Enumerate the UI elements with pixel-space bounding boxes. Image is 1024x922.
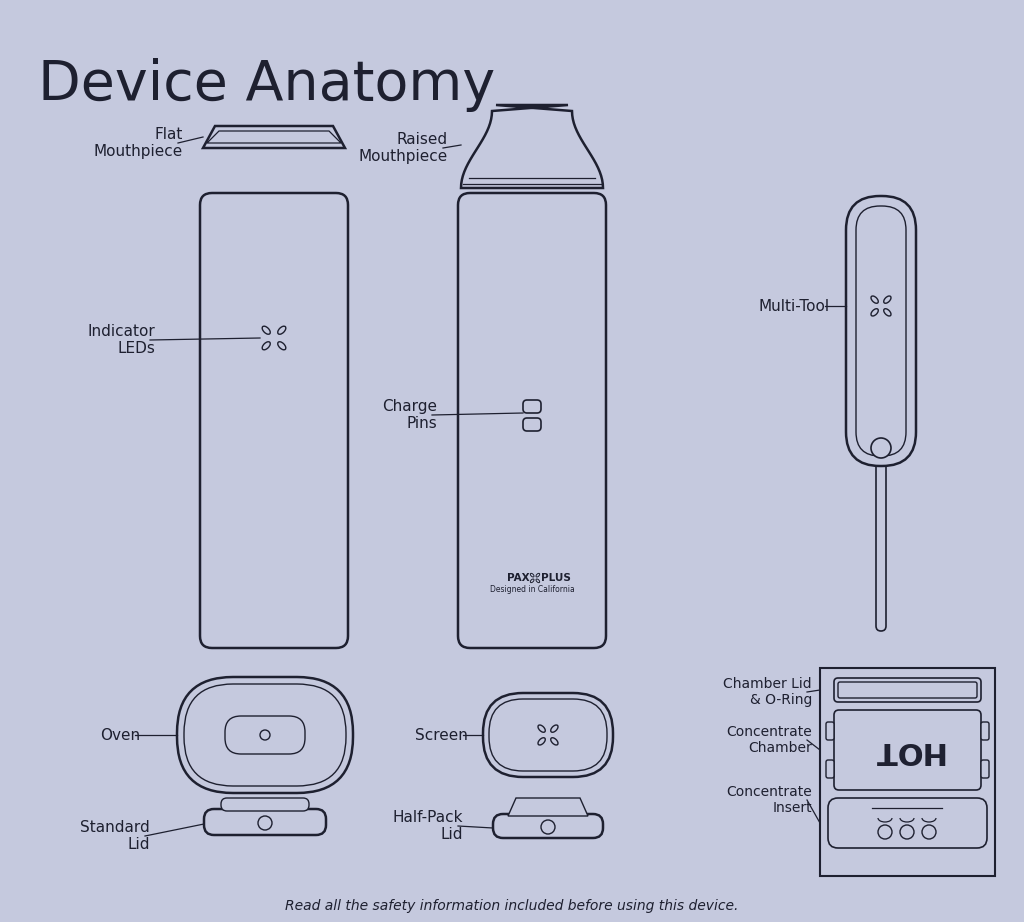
Text: Flat
Mouthpiece: Flat Mouthpiece	[94, 127, 183, 160]
Text: Concentrate
Chamber: Concentrate Chamber	[726, 725, 812, 755]
Text: Standard
Lid: Standard Lid	[80, 820, 150, 852]
Text: Concentrate
Insert: Concentrate Insert	[726, 785, 812, 815]
Ellipse shape	[278, 342, 286, 349]
Circle shape	[541, 820, 555, 834]
Ellipse shape	[551, 725, 558, 732]
Ellipse shape	[536, 579, 540, 583]
FancyBboxPatch shape	[523, 418, 541, 431]
FancyBboxPatch shape	[828, 798, 987, 848]
Text: Screen: Screen	[415, 727, 468, 742]
Text: Device Anatomy: Device Anatomy	[38, 58, 496, 112]
FancyBboxPatch shape	[981, 760, 989, 778]
Ellipse shape	[530, 573, 534, 577]
Polygon shape	[203, 126, 345, 148]
FancyBboxPatch shape	[221, 798, 309, 811]
Text: Chamber Lid
& O-Ring: Chamber Lid & O-Ring	[723, 677, 812, 707]
Ellipse shape	[871, 296, 879, 303]
Text: Half-Pack
Lid: Half-Pack Lid	[392, 810, 463, 842]
Ellipse shape	[536, 573, 540, 577]
Polygon shape	[461, 105, 603, 188]
Ellipse shape	[551, 738, 558, 745]
Text: HOT: HOT	[871, 736, 943, 764]
Text: Designed in California: Designed in California	[489, 585, 574, 594]
FancyBboxPatch shape	[493, 814, 603, 838]
Text: Indicator
LEDs: Indicator LEDs	[87, 324, 155, 356]
FancyBboxPatch shape	[834, 710, 981, 790]
Polygon shape	[508, 798, 588, 816]
Circle shape	[878, 825, 892, 839]
FancyBboxPatch shape	[483, 693, 613, 777]
FancyBboxPatch shape	[826, 722, 834, 740]
Text: Multi-Tool: Multi-Tool	[759, 299, 830, 313]
Ellipse shape	[530, 579, 534, 583]
Ellipse shape	[262, 342, 270, 349]
Ellipse shape	[884, 309, 891, 316]
Ellipse shape	[262, 326, 270, 335]
FancyBboxPatch shape	[204, 809, 326, 835]
Circle shape	[871, 438, 891, 458]
FancyBboxPatch shape	[177, 677, 353, 793]
FancyBboxPatch shape	[489, 699, 607, 771]
FancyBboxPatch shape	[876, 438, 886, 631]
FancyBboxPatch shape	[838, 682, 977, 698]
Ellipse shape	[884, 296, 891, 303]
FancyBboxPatch shape	[200, 193, 348, 648]
Circle shape	[900, 825, 914, 839]
FancyBboxPatch shape	[820, 668, 995, 876]
Circle shape	[258, 816, 272, 830]
Text: Read all the safety information included before using this device.: Read all the safety information included…	[286, 899, 738, 913]
FancyBboxPatch shape	[826, 760, 834, 778]
FancyBboxPatch shape	[981, 722, 989, 740]
Polygon shape	[207, 131, 341, 143]
Circle shape	[922, 825, 936, 839]
Circle shape	[260, 730, 270, 740]
Text: Charge
Pins: Charge Pins	[382, 399, 437, 431]
FancyBboxPatch shape	[523, 400, 541, 413]
FancyBboxPatch shape	[225, 716, 305, 754]
FancyBboxPatch shape	[458, 193, 606, 648]
Ellipse shape	[278, 326, 286, 335]
FancyBboxPatch shape	[834, 678, 981, 702]
Ellipse shape	[871, 309, 879, 316]
FancyBboxPatch shape	[856, 206, 906, 456]
Text: Oven: Oven	[100, 727, 140, 742]
Ellipse shape	[538, 738, 545, 745]
Text: PAX: PAX	[507, 573, 530, 583]
FancyBboxPatch shape	[846, 196, 916, 466]
FancyBboxPatch shape	[184, 684, 346, 786]
Text: PLUS: PLUS	[541, 573, 570, 583]
Ellipse shape	[538, 725, 545, 732]
Text: Raised
Mouthpiece: Raised Mouthpiece	[358, 132, 449, 164]
